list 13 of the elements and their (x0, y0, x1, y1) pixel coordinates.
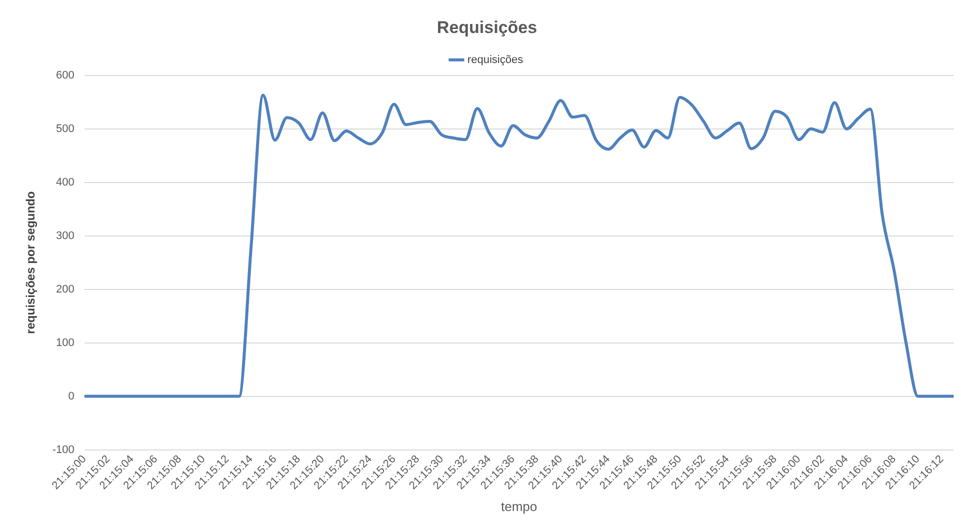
y-tick-label: 500 (56, 122, 74, 135)
y-tick-label: 600 (56, 69, 74, 82)
chart-title: Requisições (436, 18, 538, 37)
y-axis-title: requisições por segundo (24, 191, 38, 334)
y-tick-label: 100 (56, 336, 74, 349)
x-axis-title: tempo (500, 498, 538, 514)
y-tick-label: 300 (56, 230, 74, 242)
line-series (82, 94, 956, 398)
legend-label: requisições (467, 54, 524, 66)
y-tick-label: 200 (56, 283, 74, 296)
y-tick-label: -100 (52, 444, 74, 456)
y-tick-label: 0 (68, 390, 74, 402)
y-tick-label: 400 (56, 176, 74, 188)
